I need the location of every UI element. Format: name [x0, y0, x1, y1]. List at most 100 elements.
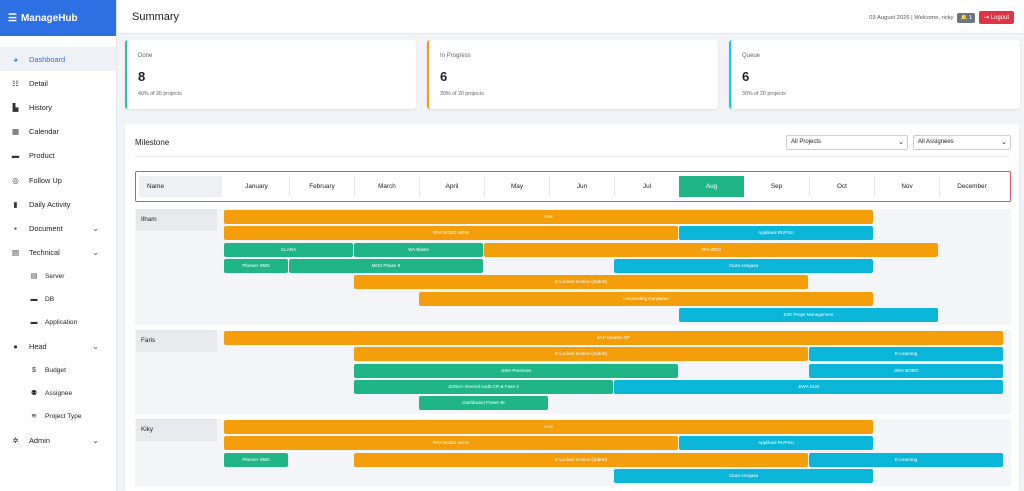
- sidebar-item-technical[interactable]: ▤ Technical ⌄: [0, 241, 116, 265]
- projects-filter-select[interactable]: All Projects ⌄: [786, 135, 908, 150]
- assignee-row-ilham: Ilham IAM RPA BOBO NGW Applikasi RUPSU CLARA…: [135, 209, 1011, 326]
- milestone-bar[interactable]: JIWA SLM: [614, 379, 1003, 394]
- milestone-bar[interactable]: CLARA: [224, 242, 353, 257]
- cog-icon: ✲: [12, 435, 19, 445]
- notification-button[interactable]: 🔔 1: [957, 12, 975, 23]
- assignee-name: Faris: [136, 330, 217, 352]
- sidebar-item-label: Daily Activity: [29, 199, 71, 209]
- sidebar-item-history[interactable]: ▙ History: [0, 95, 116, 119]
- milestone-bar[interactable]: E-Learning: [809, 347, 1003, 362]
- chevron-down-icon: ⌄: [898, 139, 904, 146]
- sidebar-item-label: Head: [29, 341, 47, 351]
- sidebar-item-head[interactable]: ● Head ⌄: [0, 334, 116, 358]
- sidebar-item-follow-up[interactable]: ◎ Follow Up: [0, 168, 116, 192]
- chevron-down-icon: ⌄: [92, 248, 99, 258]
- milestone-bar[interactable]: E-Locked Invoice (Jobret): [354, 347, 808, 362]
- stat-label: Done: [138, 53, 153, 59]
- milestone-bar[interactable]: RPA BDO: [484, 242, 938, 257]
- sidebar-subitem-project-type[interactable]: ≋ Project Type: [0, 405, 116, 428]
- stat-card-in-progress: In Progress 6 30% of 20 projects: [427, 40, 718, 109]
- sidebar-subitem-db[interactable]: ▬ DB: [0, 288, 116, 311]
- sidebar-item-label: Assignee: [45, 389, 73, 397]
- header-right: 03 August 2026 | Welcome, ricky 🔔 1 ⇥ Lo…: [869, 11, 1014, 24]
- milestone-bar[interactable]: Applikasi RUPSU: [679, 436, 873, 451]
- milestone-bar[interactable]: JIWA Premises: [354, 363, 678, 378]
- user-icon: ●: [13, 341, 18, 351]
- divider: [135, 156, 1009, 157]
- chevron-down-icon: ⌄: [1001, 139, 1007, 146]
- assignee-name: Ilham: [136, 209, 217, 231]
- milestone-bar[interactable]: RPA BOBO NGW: [224, 226, 678, 241]
- logout-button[interactable]: ⇥ Logout: [978, 11, 1014, 24]
- milestone-bar[interactable]: IAM: [224, 420, 873, 434]
- month-jun: Jun: [549, 176, 614, 197]
- sidebar-item-label: Technical: [29, 248, 60, 258]
- sidebar-item-daily-activity[interactable]: ▮ Daily Activity: [0, 192, 116, 216]
- sidebar-item-label: Product: [29, 151, 55, 161]
- milestone-bar[interactable]: Dashboard Power BI: [419, 396, 548, 411]
- milestone-bar[interactable]: Clara Arrajasa: [614, 468, 873, 483]
- dollar-icon: $: [32, 366, 36, 374]
- milestone-bar[interactable]: E-Learning: [809, 452, 1003, 467]
- month-december: December: [939, 176, 1004, 197]
- milestone-bar[interactable]: E2E Projet Management: [679, 307, 938, 322]
- sidebar-item-label: Server: [45, 272, 65, 280]
- milestone-bar[interactable]: Clara Arrajasa: [614, 258, 873, 273]
- users-icon: ⚉: [30, 390, 38, 398]
- milestone-bar[interactable]: MOS Phase II: [289, 258, 483, 273]
- milestone-bar[interactable]: Planner SMD: [224, 452, 288, 467]
- stat-sub: 40% of 20 projects: [138, 91, 182, 97]
- stat-value: 6: [440, 69, 448, 84]
- sidebar-item-document[interactable]: ▪ Document ⌄: [0, 216, 116, 240]
- milestone-bar[interactable]: Applikasi RUPSU: [679, 226, 873, 241]
- chart-icon: ▙: [12, 102, 19, 112]
- sidebar-item-label: Dashboard: [29, 54, 66, 64]
- month-aug: Aug: [679, 176, 744, 197]
- milestone-bar[interactable]: SAP Dwaste OP: [224, 331, 1003, 345]
- milestone-bar[interactable]: IAM: [224, 210, 873, 224]
- sidebar-item-label: Budget: [45, 366, 66, 374]
- sidebar-item-label: History: [29, 102, 52, 112]
- milestone-bar[interactable]: JIWA BOBO: [809, 363, 1003, 378]
- sidebar-item-label: DB: [45, 295, 55, 303]
- stat-value: 8: [138, 69, 146, 84]
- sidebar-subitem-assignee[interactable]: ⚉ Assignee: [0, 382, 116, 405]
- milestone-bar[interactable]: E-Locked Invoice (Jobret): [354, 452, 808, 467]
- sidebar-subitem-server[interactable]: ▤ Server: [0, 265, 116, 288]
- sidebar-subitem-application[interactable]: ▬ Application: [0, 311, 116, 334]
- sidebar-item-admin[interactable]: ✲ Admin ⌄: [0, 428, 116, 452]
- milestone-bar[interactable]: WA Blasts: [354, 242, 483, 257]
- milestone-bar[interactable]: Planner SMD: [224, 258, 288, 273]
- stat-label: In Progress: [440, 53, 471, 59]
- top-header: Summary 03 August 2026 | Welcome, ricky …: [117, 0, 1024, 34]
- sidebar-item-detail[interactable]: ☷ Detail: [0, 71, 116, 95]
- sidebar-item-label: Calendar: [29, 127, 59, 137]
- milestone-bar[interactable]: Onboarding Karyawan: [419, 291, 873, 306]
- assignee-row-kiky: Kiky IAM RPA BOBO NGW Applikasi RUPSU Planne…: [135, 419, 1011, 487]
- sidebar-item-product[interactable]: ▬ Product: [0, 144, 116, 168]
- sidebar-item-label: Follow Up: [29, 175, 62, 185]
- month-april: April: [419, 176, 484, 197]
- sidebar-subitem-budget[interactable]: $ Budget: [0, 358, 116, 381]
- name-column-header: Name: [139, 176, 222, 197]
- milestone-bar[interactable]: E-Locked Invoice (Jobret): [354, 275, 808, 290]
- assignees-filter-select[interactable]: All Assignees ⌄: [913, 135, 1011, 150]
- calendar-icon: ▦: [11, 127, 20, 137]
- brand[interactable]: ☰ ManageHub: [0, 0, 116, 36]
- milestone-bar[interactable]: RPA BOBO NGW: [224, 436, 678, 451]
- file-icon: ▪: [14, 223, 17, 233]
- target-icon: ◎: [12, 175, 19, 185]
- server-icon: ▤: [30, 273, 38, 281]
- sidebar-item-dashboard[interactable]: ◕ Dashboard: [0, 47, 116, 72]
- assignee-row-faris: Faris SAP Dwaste OP E-Locked Invoice (Jobr…: [135, 330, 1011, 414]
- sidebar-item-calendar[interactable]: ▦ Calendar: [0, 120, 116, 144]
- sidebar-nav: ◕ Dashboard ☷ Detail ▙ History ▦ Calendar ▬ Produ…: [0, 47, 116, 452]
- milestone-bar[interactable]: JOSUA Internal Audit CR & Fase 2: [354, 379, 613, 394]
- stat-sub: 30% of 20 projects: [742, 91, 786, 97]
- month-january: January: [245, 183, 268, 190]
- milestone-panel: Milestone All Projects ⌄ All Assignees ⌄…: [125, 124, 1019, 491]
- month-jul: Jul: [614, 176, 679, 197]
- sidebar-item-label: Project Type: [45, 412, 82, 420]
- database-icon: ▬: [30, 295, 38, 303]
- window-icon: ▬: [30, 319, 38, 327]
